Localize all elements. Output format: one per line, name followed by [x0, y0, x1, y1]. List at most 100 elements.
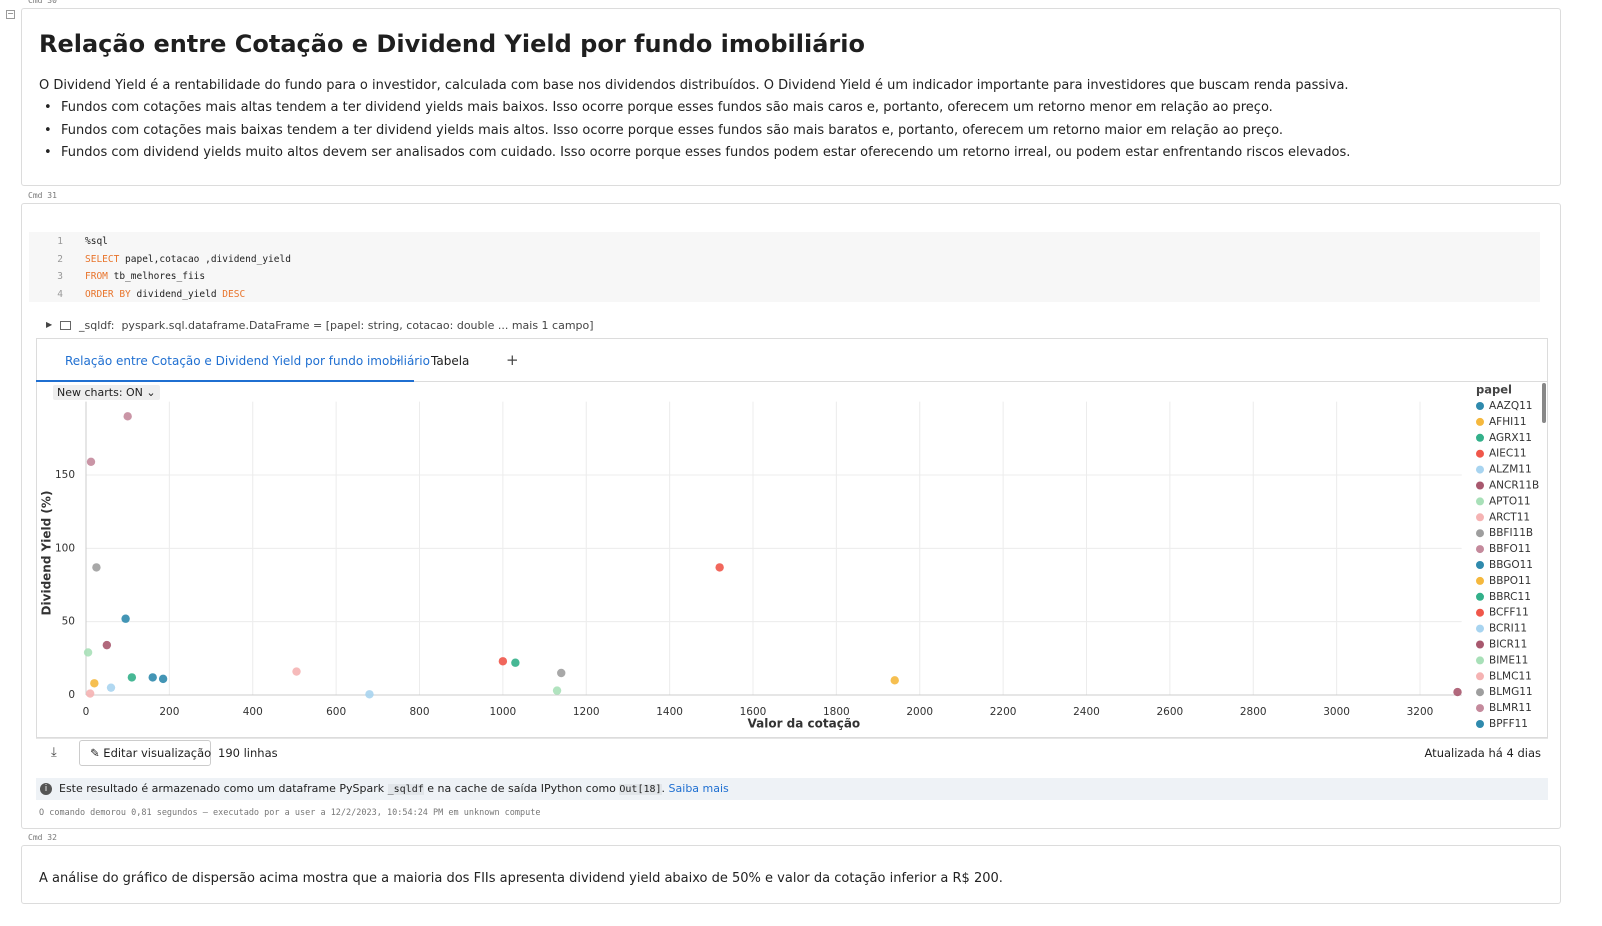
cmd-label: Cmd 31: [28, 191, 57, 200]
info-link[interactable]: Saiba mais: [668, 782, 729, 795]
point: [552, 686, 562, 695]
info-code: Out[18]: [619, 784, 662, 795]
tab-chevron[interactable]: ⌄: [394, 352, 404, 365]
tab-active[interactable]: Relação entre Cotação e Dividend Yield p…: [65, 354, 430, 368]
x-tick-label: 1600: [740, 706, 767, 718]
legend-marker: [1476, 576, 1484, 585]
point: [83, 648, 93, 657]
expand-arrow[interactable]: ▶: [46, 320, 53, 329]
info-part: Este resultado é armazenado como um data…: [59, 782, 385, 795]
updated-label: Atualizada há 4 dias: [1424, 746, 1541, 760]
add-tab[interactable]: +: [506, 351, 519, 369]
code-keyword: FROM: [85, 271, 108, 282]
legend-marker: [1476, 656, 1484, 665]
legend-label: BBRC11: [1489, 591, 1531, 603]
x-tick-label: 200: [159, 706, 179, 718]
legend-label: BBFO11: [1489, 543, 1531, 555]
df-name: _sqldf:: [79, 319, 115, 332]
legend-label: BLMR11: [1489, 702, 1532, 714]
legend-marker: [1476, 688, 1484, 697]
legend-label: BLMC11: [1489, 670, 1532, 682]
point: [86, 457, 96, 466]
line-number: 2: [57, 253, 63, 265]
point: [557, 668, 566, 678]
legend-label: ARCT11: [1489, 511, 1530, 523]
point: [92, 563, 101, 572]
info-text: Este resultado é armazenado como um data…: [59, 782, 729, 795]
point: [148, 673, 157, 682]
x-tick-label: 2600: [1157, 706, 1184, 718]
legend-label: BCFF11: [1489, 607, 1529, 619]
x-tick-label: 2400: [1073, 706, 1100, 718]
bullet: •: [44, 100, 52, 115]
legend-label: BLMG11: [1489, 686, 1533, 698]
legend-scrollbar[interactable]: [1542, 383, 1546, 423]
legend-marker: [1476, 497, 1484, 506]
y-tick-label: 100: [55, 542, 75, 554]
y-tick-label: 50: [62, 616, 75, 628]
cmd-label: Cmd 32: [28, 833, 57, 842]
legend-marker: [1476, 592, 1484, 601]
legend-label: BIME11: [1489, 654, 1528, 666]
point: [158, 674, 168, 684]
legend-marker: [1476, 545, 1484, 554]
legend-marker: [1476, 513, 1484, 522]
active-tab-underline: [36, 380, 414, 382]
x-tick-label: 2000: [906, 706, 933, 718]
legend-label: BICR11: [1489, 639, 1527, 651]
code-line: %sql: [85, 236, 108, 247]
toggle-label: New charts: ON: [57, 386, 143, 399]
legend-marker: [1476, 465, 1484, 474]
paragraph: O Dividend Yield é a rentabilidade do fu…: [39, 78, 1349, 93]
point: [121, 614, 130, 623]
point: [365, 690, 374, 699]
info-code: _sqldf: [387, 784, 424, 795]
x-tick-label: 800: [409, 706, 429, 718]
info-part: .: [661, 782, 666, 795]
point: [90, 679, 99, 688]
legend-label: BPFF11: [1489, 718, 1528, 730]
markdown-cell: [21, 8, 1561, 186]
tab[interactable]: Tabela: [431, 354, 470, 368]
legend-marker: [1476, 720, 1484, 728]
code-line: SELECT papel,cotacao ,dividend_yield: [85, 254, 291, 265]
legend-marker: [1476, 481, 1484, 490]
code-keyword: SELECT: [85, 253, 120, 265]
line-number: 1: [57, 236, 63, 247]
row-count: 190 linhas: [218, 746, 278, 760]
code-line: ORDER BY dividend_yield DESC: [85, 289, 245, 300]
legend-marker: [1476, 402, 1484, 410]
x-tick-label: 0: [83, 706, 90, 718]
bullet: •: [44, 145, 52, 160]
legend-label: ALZM11: [1489, 464, 1532, 476]
legend-label: AGRX11: [1489, 432, 1532, 444]
bullet-text: Fundos com dividend yields muito altos d…: [61, 145, 1351, 160]
x-tick-label: 1400: [656, 706, 683, 718]
point: [102, 640, 112, 650]
x-tick-label: 400: [243, 706, 263, 718]
x-tick-label: 600: [326, 706, 346, 718]
tab-divider: [36, 381, 1548, 382]
code-editor[interactable]: 1 2 3 4 %sql SELECT papel,cotacao ,dividend_y…: [29, 232, 1540, 302]
cell-title: Relação entre Cotação e Dividend Yield p…: [39, 30, 865, 58]
dataframe-info: _sqldf: pyspark.sql.dataframe.DataFrame …: [79, 319, 594, 332]
x-tick-label: 1000: [490, 706, 517, 718]
legend-label: BBFI11B: [1489, 527, 1533, 539]
collapse-icon[interactable]: −: [6, 9, 15, 19]
point: [123, 412, 132, 421]
info-icon: i: [40, 783, 52, 795]
point: [292, 667, 301, 676]
point: [1453, 687, 1462, 697]
line-number: 4: [57, 288, 63, 300]
legend-marker: [1476, 433, 1484, 442]
edit-button[interactable]: ✎ Editar visualização: [79, 740, 211, 766]
new-charts-toggle[interactable]: New charts: ON ⌄: [53, 385, 160, 400]
legend-marker: [1476, 640, 1484, 649]
cmd-label: Cmd 30: [28, 0, 57, 5]
legend-marker: [1476, 608, 1484, 617]
y-tick-label: 150: [55, 469, 75, 481]
point: [85, 689, 95, 698]
bullet-text: Fundos com cotações mais altas tendem a …: [61, 100, 1273, 115]
download-icon[interactable]: ⤓: [51, 745, 57, 760]
